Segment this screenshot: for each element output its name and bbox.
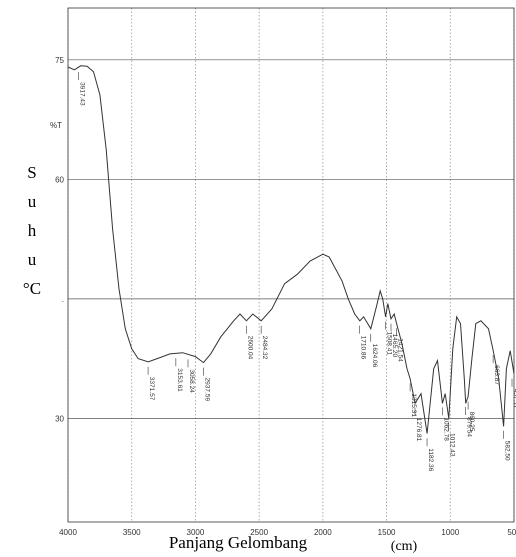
x-tick-label: 3000: [187, 528, 205, 537]
y-tick-label: .: [62, 295, 64, 304]
peak-label: 860.25: [468, 412, 475, 432]
peak-label: 2600.04: [246, 336, 253, 360]
y-unit: %T: [50, 121, 62, 130]
peak-label: 2937.59: [203, 378, 210, 402]
y-axis-label: u: [28, 250, 37, 269]
y-tick-label: 60: [55, 175, 64, 184]
spectrum-line: [67, 65, 515, 434]
x-tick-label: 1500: [378, 528, 396, 537]
x-tick-label: 1000: [441, 528, 459, 537]
peak-label: 457.11: [512, 389, 516, 409]
y-axis-label: u: [28, 192, 37, 211]
peak-label: 1508.41: [385, 331, 392, 355]
x-tick-label: 2000: [314, 528, 332, 537]
x-tick-label: 2500: [250, 528, 268, 537]
peak-label: 1421.54: [397, 338, 404, 362]
peak-label: 582.50: [503, 441, 510, 461]
peak-label: 879.54: [466, 417, 473, 437]
peak-label: 3153.61: [176, 368, 183, 392]
peak-label: 1012.43: [449, 433, 456, 457]
peak-label: 663.87: [493, 365, 500, 385]
peak-label: 1315.31: [410, 393, 417, 417]
x-tick-label: 500: [507, 528, 516, 537]
peak-label: 1182.36: [427, 448, 434, 471]
peak-label: 3917.43: [79, 82, 86, 106]
peak-label: 1624.06: [371, 344, 378, 368]
peak-label: 1276.81: [415, 418, 422, 442]
peak-label: 3058.24: [188, 369, 195, 393]
y-tick-label: 75: [55, 56, 64, 65]
x-tick-label: 3500: [123, 528, 141, 537]
x-tick-label: 4000: [59, 528, 77, 537]
peak-label: 1465.20: [391, 334, 398, 358]
peak-label: 3371.57: [148, 377, 155, 401]
peak-label: 1710.86: [360, 336, 367, 360]
plot-frame: [67, 7, 515, 523]
peak-label: 2484.32: [261, 336, 268, 360]
y-axis-label: °C: [23, 279, 41, 298]
x-axis-label: Panjang Gelombang: [169, 533, 308, 552]
peak-label: 1062.78: [442, 417, 449, 441]
x-axis-unit: (cm): [391, 539, 418, 554]
y-axis-label: h: [28, 221, 37, 240]
y-axis-label: S: [27, 163, 36, 182]
y-tick-label: 30: [55, 414, 64, 423]
